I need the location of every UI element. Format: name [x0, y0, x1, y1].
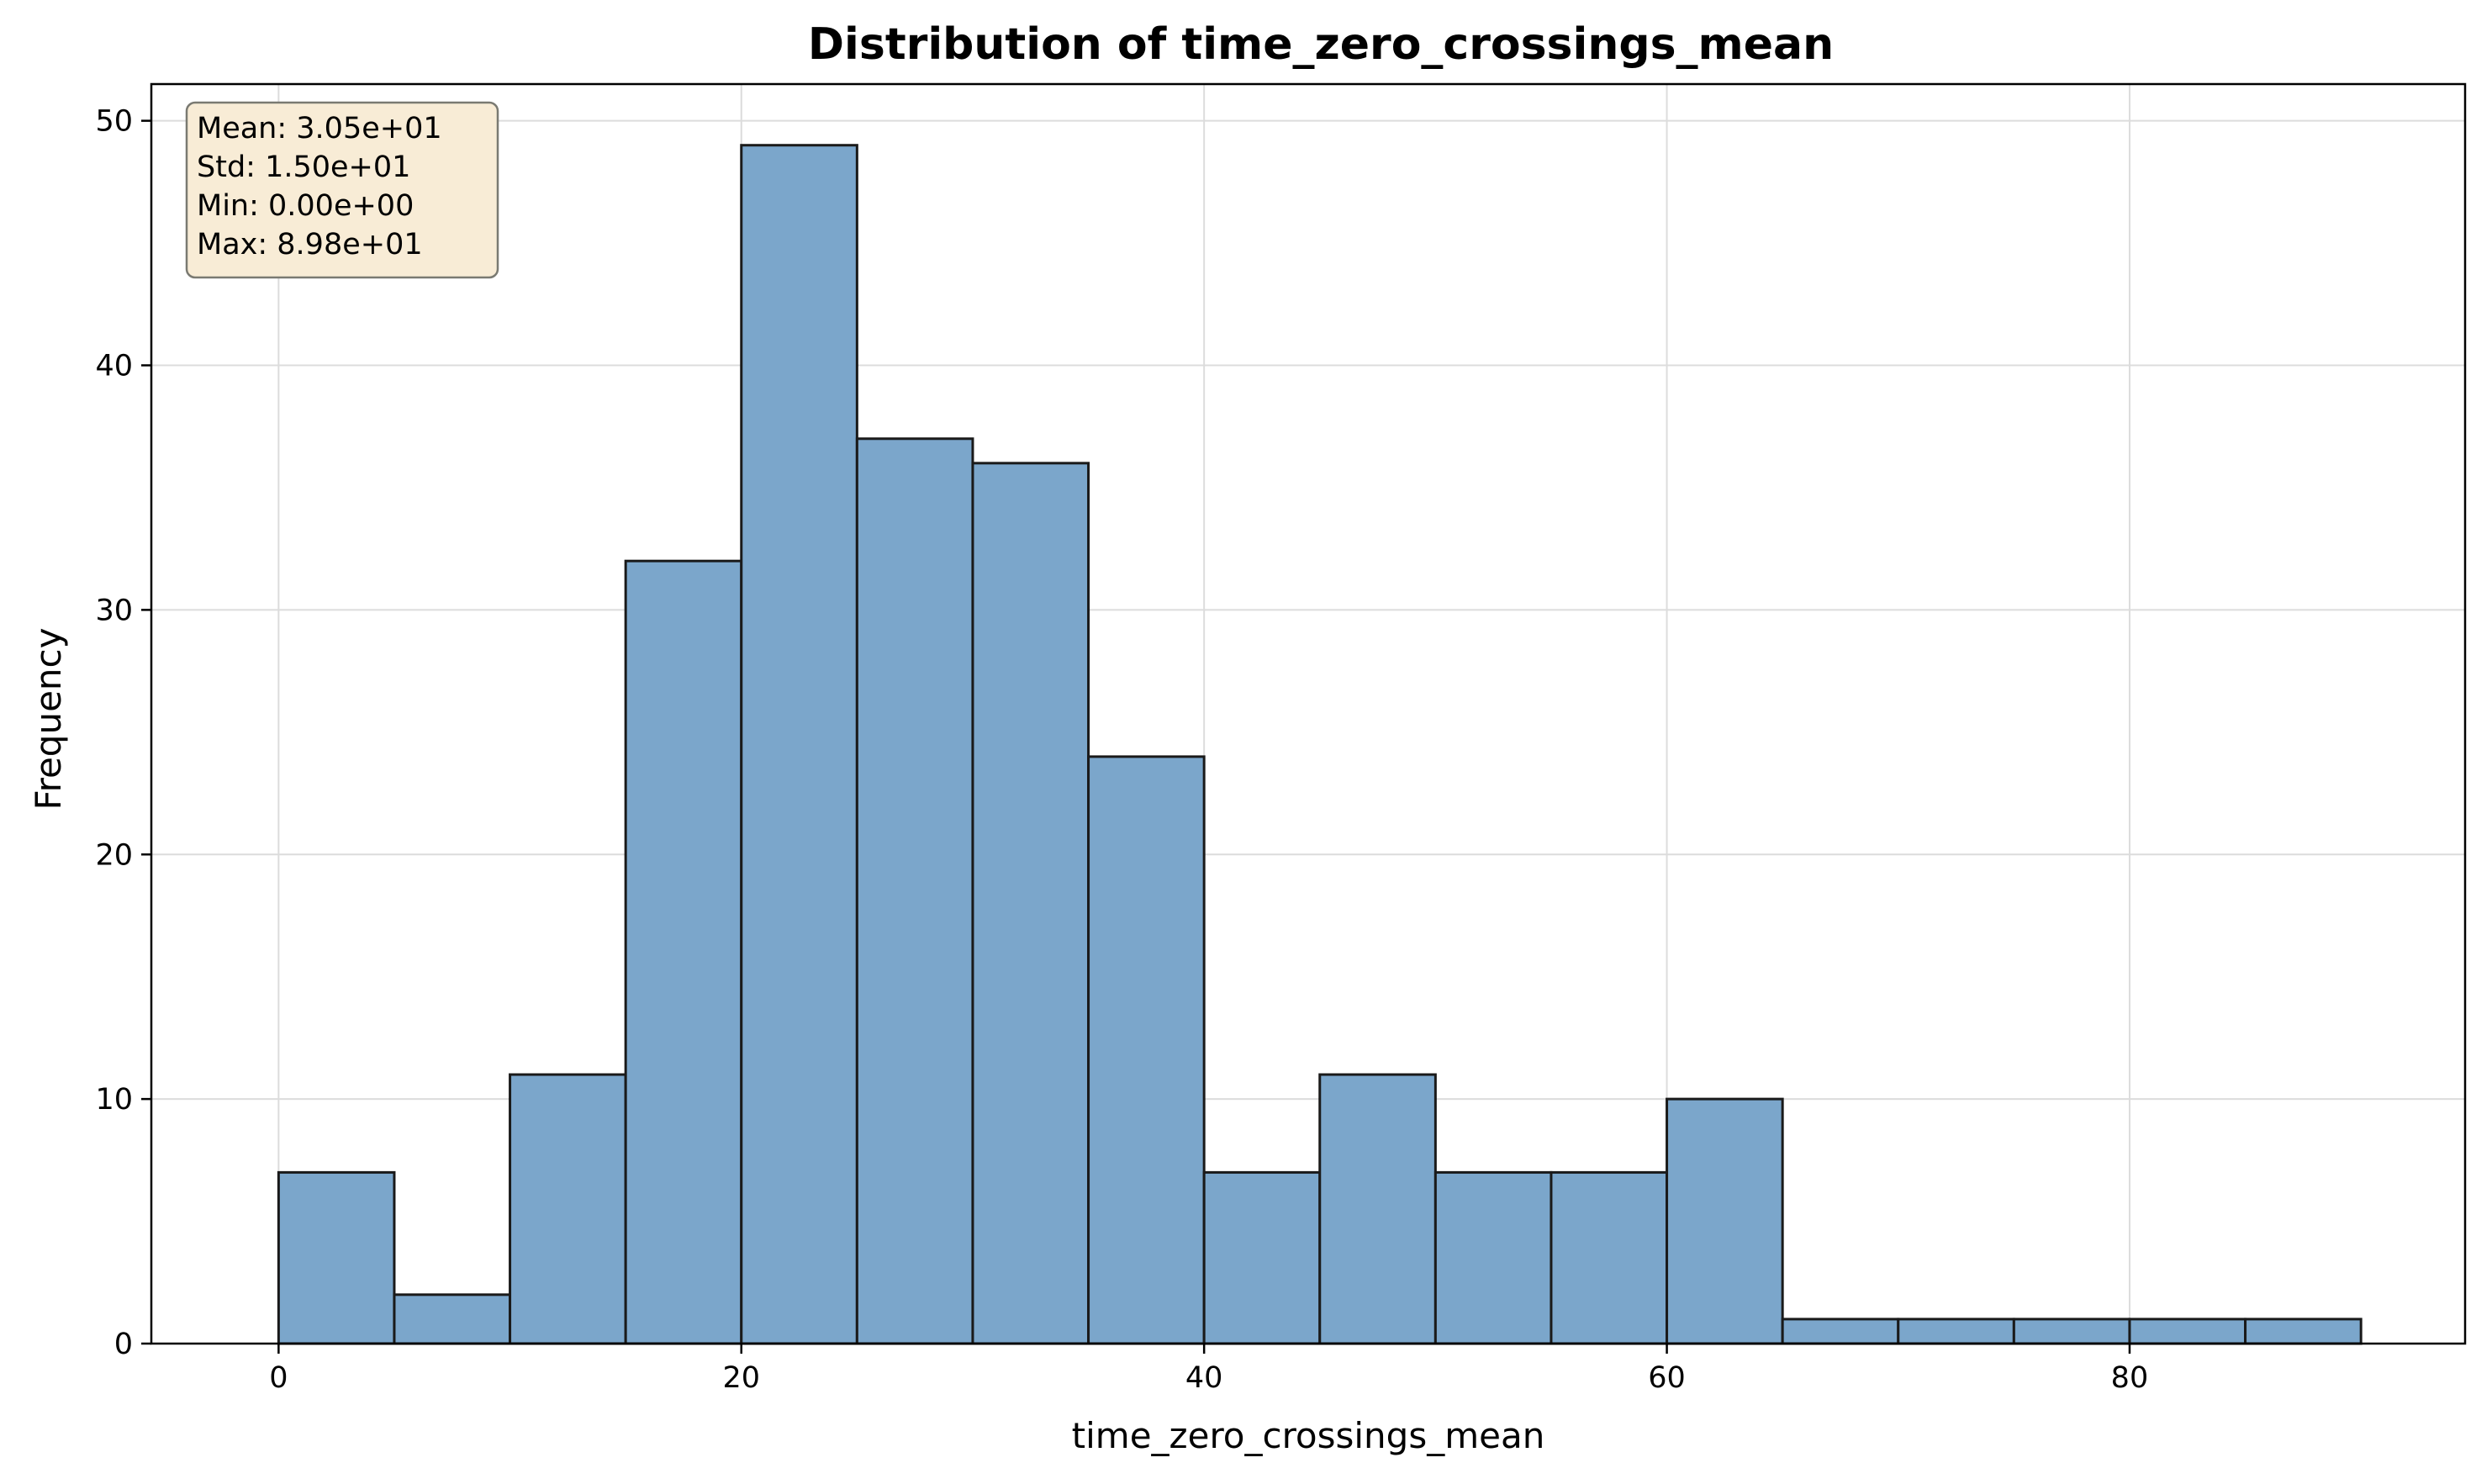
histogram-bar: [509, 1073, 627, 1345]
histogram-bar: [1087, 755, 1206, 1345]
histogram-bar: [1550, 1170, 1669, 1345]
stats-max: Max: 8.98e+01: [197, 228, 423, 261]
stats-box-background: [185, 101, 499, 279]
histogram-bar: [1202, 1170, 1322, 1345]
histogram-bar: [1781, 1318, 1900, 1345]
stats-std: Std: 1.50e+01: [197, 151, 410, 184]
stats-min: Min: 0.00e+00: [197, 189, 414, 223]
histogram-bar: [1666, 1097, 1784, 1345]
histogram-bar: [1897, 1318, 2015, 1345]
histogram-bar: [277, 1170, 396, 1345]
x-tick-label: 60: [1648, 1361, 1686, 1395]
histogram-bar: [740, 144, 858, 1345]
y-tick-label: 40: [95, 350, 133, 383]
y-axis-ticks: 0 10 20 30 40 50: [95, 105, 151, 1361]
x-tick-label: 20: [722, 1361, 760, 1395]
stats-box: Mean: 3.05e+01 Std: 1.50e+01 Min: 0.00e+…: [185, 101, 499, 279]
histogram-bar: [2012, 1318, 2131, 1345]
histogram-bar: [2244, 1318, 2363, 1345]
x-axis-label: time_zero_crossings_mean: [1072, 1415, 1545, 1456]
histogram-bar: [971, 462, 1090, 1345]
x-tick-label: 0: [269, 1361, 288, 1395]
histogram-bar: [2128, 1318, 2247, 1345]
x-axis-ticks: 0 20 40 60 80: [269, 1344, 2148, 1395]
histogram-bar: [624, 559, 743, 1345]
y-axis-label: Frequency: [28, 628, 69, 811]
x-tick-label: 40: [1185, 1361, 1223, 1395]
y-tick-label: 20: [95, 838, 133, 872]
stats-mean: Mean: 3.05e+01: [197, 112, 442, 145]
y-tick-label: 50: [95, 105, 133, 139]
histogram-bar: [1433, 1170, 1553, 1345]
histogram-bar: [1318, 1073, 1437, 1345]
x-tick-label: 80: [2111, 1361, 2149, 1395]
plot-frame: [150, 82, 2467, 1345]
histogram-bar: [393, 1293, 512, 1345]
histogram-bars: [277, 144, 2363, 1345]
y-tick-label: 30: [95, 594, 133, 627]
grid-lines: [151, 84, 2465, 1344]
y-tick-label: 10: [95, 1083, 133, 1117]
chart-title: Distribution of time_zero_crossings_mean: [808, 19, 1834, 70]
y-tick-label: 0: [114, 1328, 133, 1361]
histogram-bar: [855, 437, 974, 1345]
